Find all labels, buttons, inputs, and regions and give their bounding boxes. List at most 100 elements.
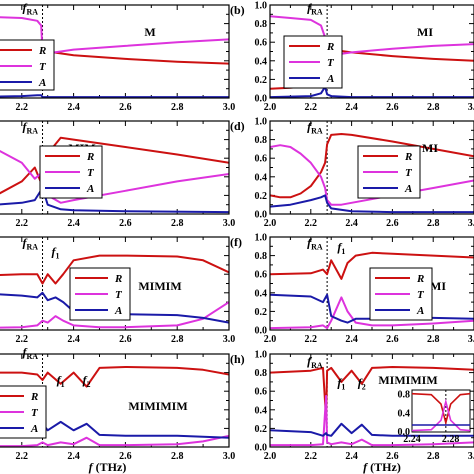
y-tick-label: 1.0 [255, 350, 268, 361]
panel-6: 2.0 2.2 2.4 2.6 2.8 3.0 0.0 0.2 0.4 0.6 0.8 1.0 (f) M… [230, 233, 474, 345]
legend: RTA [283, 35, 343, 89]
x-tick-label: 3.0 [468, 218, 474, 229]
series-A-line [0, 291, 229, 324]
x-tick-label: 2.4 [345, 218, 358, 229]
x-tick-label: 2.2 [305, 102, 318, 113]
f-ra-label: fRA [23, 119, 39, 135]
legend-label-R: R [416, 273, 424, 285]
inset-x-tick-label: 2.28 [442, 434, 460, 445]
x-tick-label: 2.8 [171, 218, 184, 229]
x-tick-label: 2.0 [264, 218, 277, 229]
f-ra-label: fRA [307, 119, 323, 135]
x-tick-label: 2.4 [67, 334, 80, 345]
legend-label-T: T [115, 289, 123, 301]
y-tick-label: 1.0 [255, 1, 268, 12]
panel-title: MIMIM [138, 279, 181, 293]
y-tick-label: 0.4 [255, 172, 268, 183]
panel-tag: (d) [230, 119, 245, 133]
f-ra-label: fRA [23, 1, 39, 17]
legend-label-A: A [38, 77, 46, 89]
y-tick-label: 0.2 [255, 75, 268, 86]
panel-5: 2.2 2.4 2.6 2.8 3.0 MIMIM fRA f1 RTA [0, 235, 235, 345]
y-tick-label: 0.0 [255, 326, 268, 337]
x-tick-label: 3.0 [468, 334, 474, 345]
y-tick-label: 0.8 [255, 251, 268, 262]
f-1-label: f1 [51, 245, 59, 261]
legend-label-T: T [405, 167, 413, 179]
inset-series-T [411, 398, 471, 432]
f-1-label: f1 [337, 240, 345, 256]
x-tick-label: 2.8 [427, 102, 440, 113]
inset-y-tick-label: 0.8 [398, 390, 411, 401]
y-tick-label: 0.2 [255, 424, 268, 435]
plot-frame [269, 4, 474, 99]
series-A-line [270, 85, 474, 98]
legend-label-T: T [39, 61, 47, 73]
x-tick-label: 2.2 [305, 334, 318, 345]
f-2-label: f2 [83, 373, 91, 389]
x-tick-label: 2.2 [305, 218, 318, 229]
x-tick-label: 2.6 [386, 334, 399, 345]
plot-frame [0, 4, 230, 99]
series-R-line [0, 136, 229, 195]
legend-label-R: R [38, 45, 46, 57]
f-2-label: f2 [358, 376, 366, 392]
plot-frame [269, 353, 474, 448]
legend-label-A: A [114, 305, 122, 317]
panel-3: 2.22.42.62.83.0MIMfRARTA [0, 119, 235, 229]
plot-frame [0, 236, 230, 331]
inset-plot: 0.0 0.4 0.8 2.24 2.28 [398, 389, 471, 445]
x-tick-label: 2.2 [305, 451, 318, 462]
plot-frame [0, 353, 230, 448]
inset-y-tick-label: 0.4 [398, 408, 411, 419]
inset-series-R [411, 392, 471, 426]
legend-label-R: R [86, 151, 94, 163]
series-R-line [0, 254, 229, 285]
legend-label-T: T [87, 167, 95, 179]
legend: RTA [69, 267, 131, 321]
series-T-line [0, 149, 229, 204]
x-tick-label: 2.2 [16, 334, 29, 345]
panel-title: MIMIMIM [378, 373, 437, 387]
x-tick-label: 2.6 [386, 102, 399, 113]
y-tick-label: 0.8 [255, 19, 268, 30]
x-axis-label: f (THz) [89, 460, 127, 474]
y-tick-label: 0.6 [255, 387, 268, 398]
series-A-line [270, 194, 474, 214]
inset-y-tick-label: 0.0 [398, 427, 411, 438]
x-tick-label: 2.8 [427, 451, 440, 462]
x-tick-label: 2.4 [345, 102, 358, 113]
panel-tag: (b) [230, 3, 245, 17]
f-ra-label: fRA [307, 1, 323, 17]
x-tick-label: 2.2 [16, 102, 29, 113]
plot-frame [269, 236, 474, 331]
panel-title: MI [417, 25, 433, 39]
x-tick-label: 2.6 [119, 102, 132, 113]
panel-4: 2.0 2.2 2.4 2.6 2.8 3.0 0.0 0.2 0.4 0.6 0.8 1.0 (d) M… [230, 117, 474, 229]
x-tick-label: 2.8 [171, 451, 184, 462]
y-tick-label: 0.6 [255, 38, 268, 49]
panel-tag: (f) [230, 235, 242, 249]
x-tick-label: 2.2 [16, 218, 29, 229]
series-R-line [270, 133, 474, 199]
legend-label-T: T [31, 407, 39, 419]
series-T-line [270, 394, 474, 447]
f-ra-label: fRA [307, 354, 323, 370]
y-tick-label: 0.8 [255, 135, 268, 146]
f-1-label: f1 [337, 376, 345, 392]
panel-title: MI [422, 141, 438, 155]
series-A-line [270, 422, 474, 437]
x-tick-label: 2.8 [427, 334, 440, 345]
legend-label-A: A [30, 423, 38, 435]
x-tick-label: 2.4 [345, 334, 358, 345]
legend: RTA [39, 145, 103, 199]
series-T-line [270, 296, 474, 330]
series-T-line [0, 301, 229, 329]
legend-label-A: A [326, 73, 334, 85]
panel-2: 2.0 2.2 2.4 2.6 2.8 3.0 0.0 0.2 0.4 0.6 0.8 1.0 (b) M… [230, 1, 474, 113]
plot-area [270, 237, 474, 330]
plot-frame [0, 120, 230, 215]
x-axis-label: f (THz) [363, 460, 401, 474]
